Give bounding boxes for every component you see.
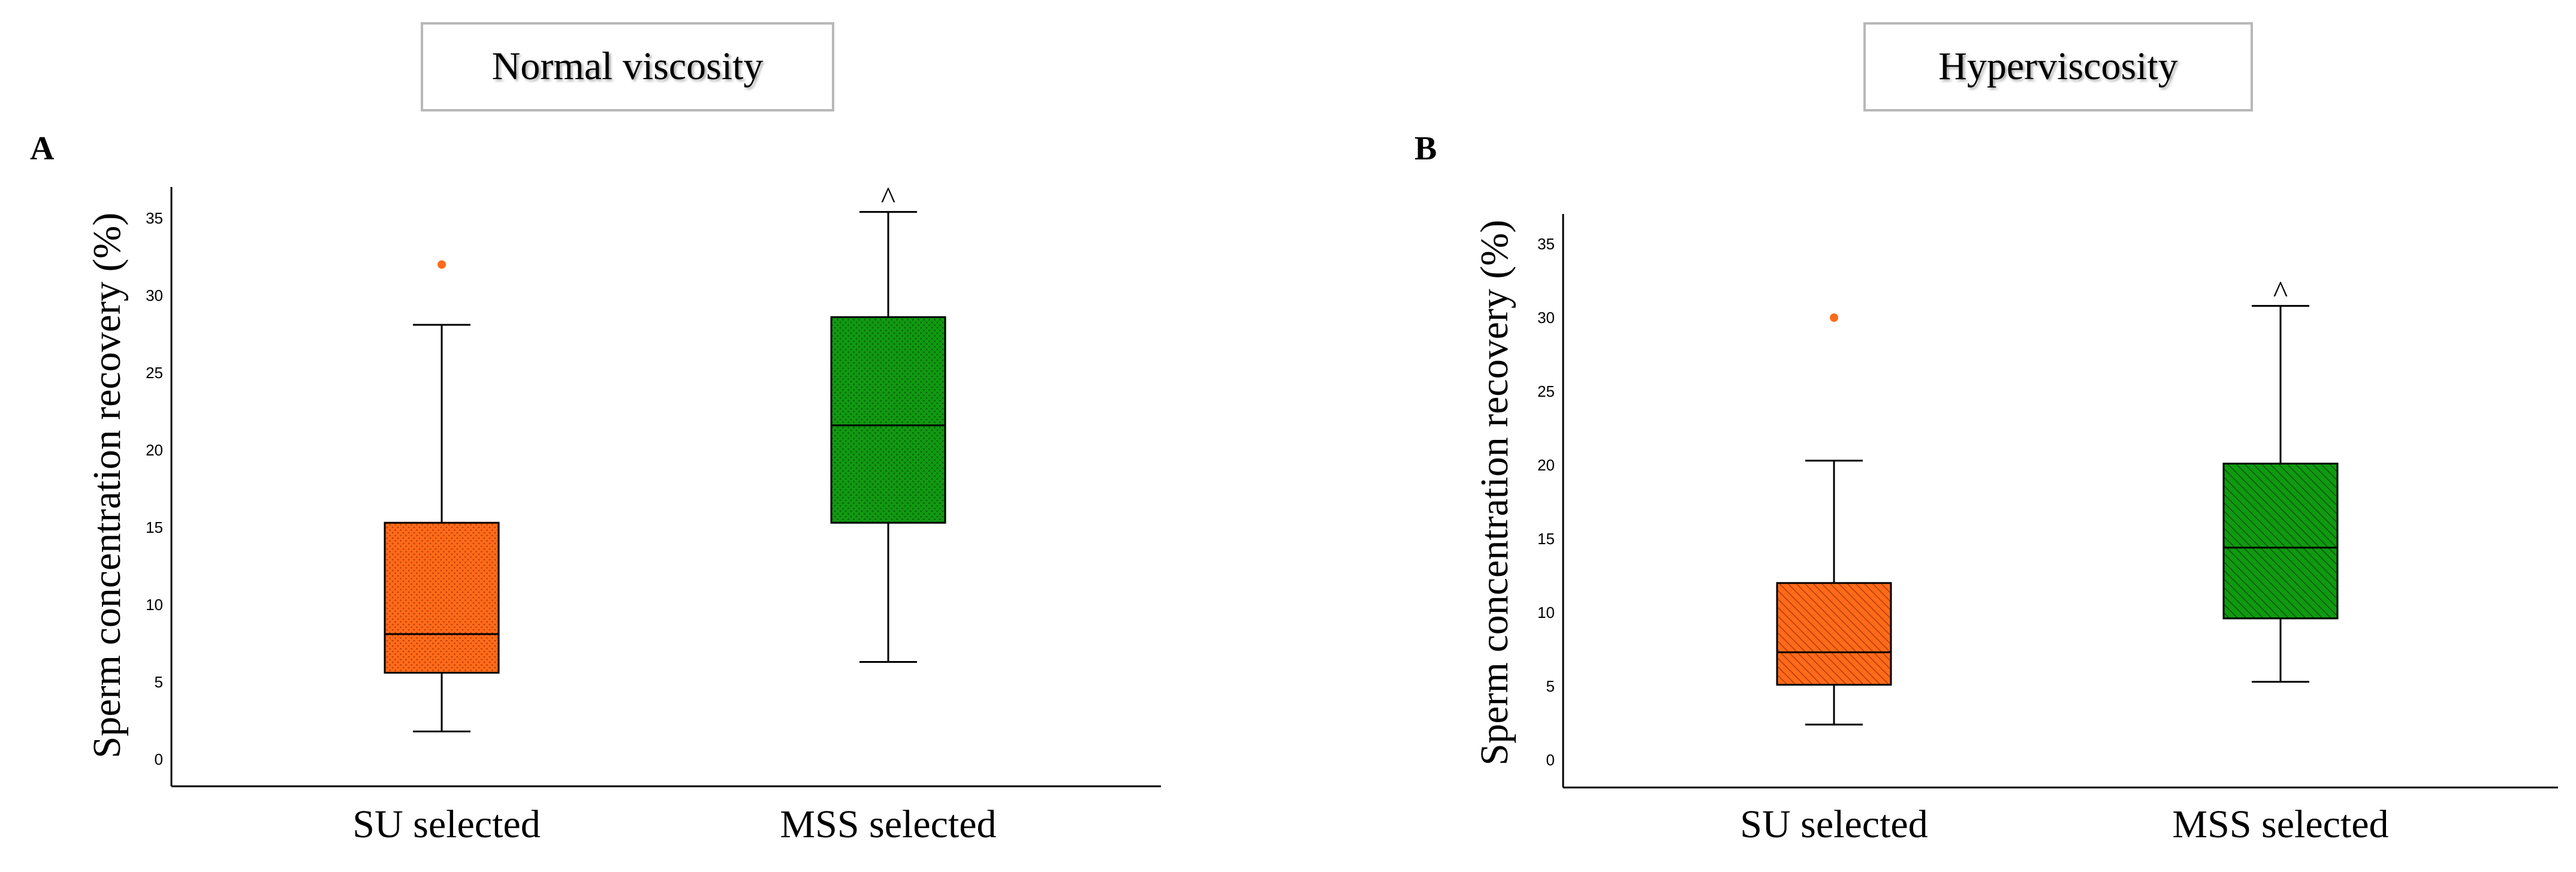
box-iqr [830, 316, 946, 524]
panel-a-y-tick-label: 0 [155, 750, 163, 768]
panel-b-y-tick-label: 5 [1546, 677, 1555, 695]
panel-a-y-axis-label: Sperm concentration recovery (%) [85, 213, 129, 759]
panel-b: Hyperviscosity B Sperm concentration rec… [1414, 22, 2558, 846]
outlier-point [438, 260, 446, 269]
panel-a-x-label-su: SU selected [352, 802, 540, 846]
panel-a-title-frame [421, 22, 834, 111]
panel-b-y-tick-label: 10 [1537, 604, 1555, 621]
panel-b-y-tick-label: 35 [1537, 235, 1555, 253]
panel-a-x-label-mss: MSS selected [780, 802, 996, 846]
panel-b-y-tick-label: 0 [1546, 751, 1555, 769]
box-iqr [1776, 582, 1892, 686]
panel-a-y-tick-label: 30 [146, 286, 163, 304]
panel-b-title-frame [1863, 22, 2253, 111]
panel-b-y-tick-label: 15 [1537, 530, 1555, 548]
significance-marker: ^ [2273, 275, 2288, 309]
panel-b-label: B [1414, 130, 1437, 167]
panel-b-x-label-mss: MSS selected [2172, 802, 2388, 846]
panel-b-y-axis-label: Sperm concentration recovery (%) [1473, 220, 1516, 766]
outlier-point [1830, 313, 1838, 322]
panel-b-box-su [1776, 313, 1892, 726]
panel-b-y-tick-label: 20 [1537, 456, 1555, 474]
significance-marker: ^ [881, 182, 895, 216]
panel-b-title: Hyperviscosity [1938, 44, 2178, 88]
box-iqr [2222, 463, 2339, 620]
panel-b-y-tick-label: 30 [1537, 309, 1555, 327]
panel-a-label: A [30, 130, 55, 167]
panel-a-y-tick-label: 15 [146, 518, 163, 536]
panel-a-title: Normal viscosity [492, 44, 764, 88]
panel-a-y-tick-label: 25 [146, 364, 163, 382]
panel-a: Normal viscosity A Sperm concentration r… [30, 22, 1161, 846]
panel-b-x-label-su: SU selected [1740, 802, 1928, 846]
panel-a-y-tick-label: 5 [155, 673, 163, 691]
panel-a-box-su [384, 260, 500, 733]
panel-a-y-tick-label: 20 [146, 441, 163, 459]
panel-a-y-tick-label: 35 [146, 209, 163, 227]
box-iqr [384, 521, 500, 674]
panel-b-box-mss: ^ [2222, 275, 2339, 683]
panel-a-y-tick-label: 10 [146, 596, 163, 614]
panel-a-box-mss: ^ [830, 182, 946, 663]
panel-b-y-tick-label: 25 [1537, 382, 1555, 400]
